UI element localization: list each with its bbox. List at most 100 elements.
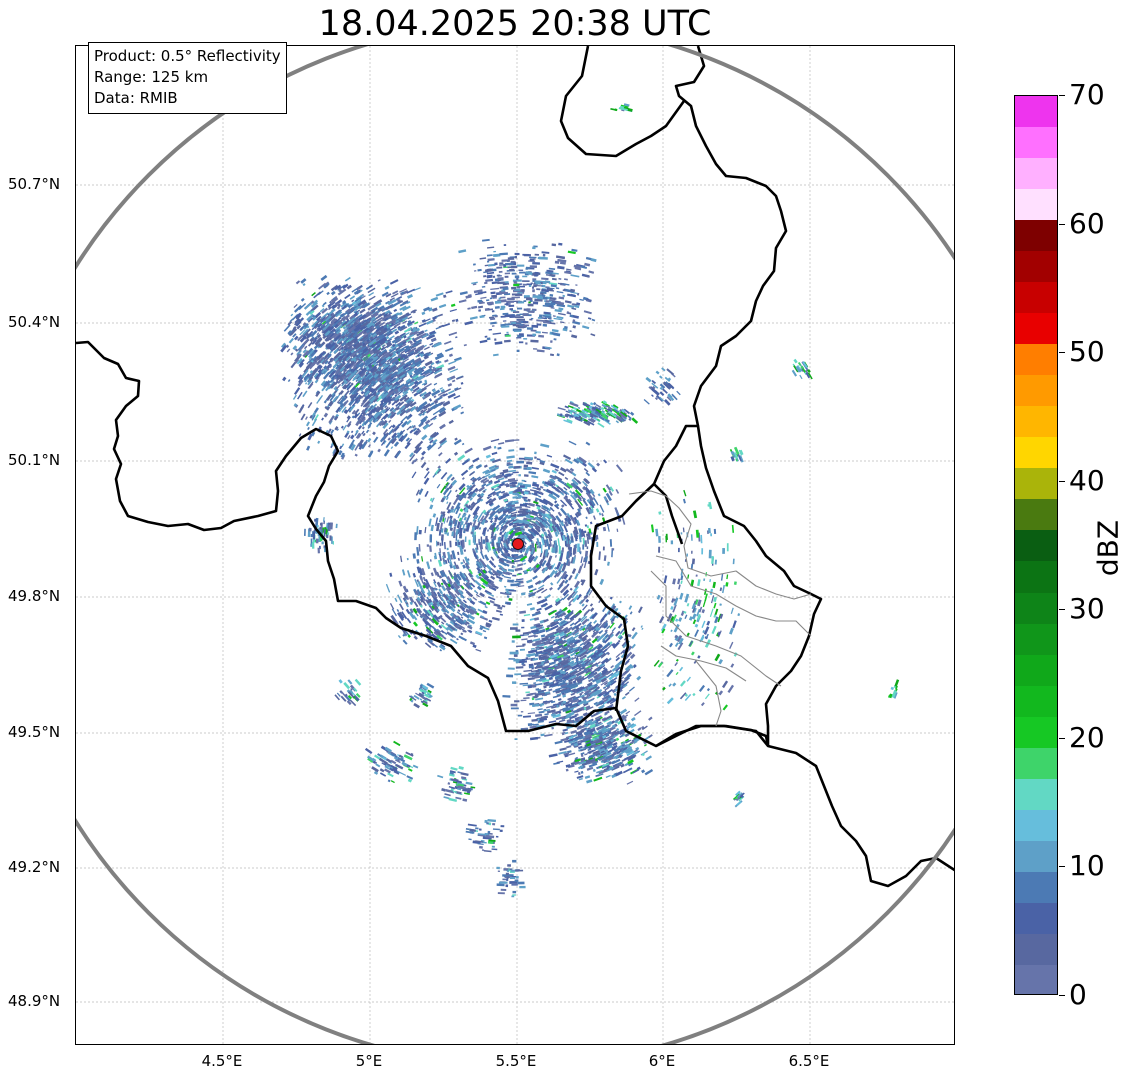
echo-cell (333, 415, 339, 421)
echo-cell (445, 458, 452, 464)
echo-cell (356, 399, 361, 404)
echo-cell (380, 390, 387, 397)
echo-cell (518, 474, 521, 477)
echo-cell (512, 635, 521, 639)
echo-cell (516, 460, 525, 464)
echo-cell (339, 402, 345, 408)
echo-cell (293, 320, 299, 326)
echo-cell (406, 438, 413, 445)
echo-cell (359, 346, 367, 353)
echo-cell (479, 315, 485, 319)
echo-cell (404, 379, 412, 387)
echo-cell (342, 424, 347, 431)
echo-cell (523, 562, 527, 566)
echo-cell (531, 466, 539, 470)
echo-cell (308, 350, 314, 356)
echo-cell (510, 707, 519, 710)
echo-cell (423, 477, 430, 485)
echo-cell (362, 432, 366, 437)
echo-cell (406, 301, 411, 304)
echo-cell (420, 332, 427, 337)
echo-cell (636, 675, 642, 681)
echo-cell (518, 320, 527, 324)
echo-cell (389, 368, 395, 374)
echo-cell (429, 504, 434, 510)
echo-cell (362, 302, 371, 309)
echo-cell (397, 325, 401, 329)
echo-cell (487, 263, 496, 267)
echo-cell (366, 367, 370, 371)
echo-cell (449, 368, 459, 373)
echo-cell (346, 430, 350, 434)
echo-cell (439, 423, 446, 430)
echo-cell (499, 262, 504, 265)
echo-cell (376, 404, 384, 413)
echo-cell (493, 353, 499, 357)
echo-cell (488, 560, 495, 566)
echo-cell (534, 253, 539, 256)
echo-cell (617, 623, 623, 629)
echo-cell (324, 330, 331, 337)
echo-cell (508, 598, 513, 601)
echo-cell (525, 342, 528, 345)
echo-cell (482, 539, 485, 544)
echo-cell (455, 489, 458, 493)
echo-cell (340, 311, 349, 318)
radar-map[interactable] (75, 45, 955, 1045)
echo-cell (447, 383, 453, 387)
echo-cell (317, 440, 321, 444)
echo-cell (357, 313, 363, 319)
echo-cell (420, 371, 426, 376)
echo-cell (495, 490, 502, 495)
echo-cell (389, 381, 393, 384)
echo-cell (493, 250, 497, 253)
echo-cell (372, 417, 378, 423)
echo-cell (399, 301, 409, 307)
echo-cell (321, 359, 326, 365)
echo-cell (391, 385, 399, 393)
echo-cell (367, 424, 372, 429)
echo-cell (368, 364, 373, 369)
echo-cell (322, 281, 329, 287)
echo-cell (359, 375, 366, 381)
echo-cell (342, 336, 348, 342)
echo-cell (302, 283, 306, 287)
echo-cell (367, 367, 372, 372)
echo-cell (421, 332, 428, 338)
echo-cell (343, 409, 348, 414)
echo-cell (357, 380, 361, 384)
echo-cell (399, 288, 407, 293)
echo-cell (333, 317, 342, 324)
echo-cell (534, 298, 543, 302)
echo-cell (385, 293, 392, 298)
echo-cell (310, 301, 318, 308)
echo-cell (521, 479, 525, 482)
echo-cell (357, 425, 363, 430)
echo-cell (342, 325, 347, 330)
echo-cell (432, 438, 438, 445)
echo-cell (378, 312, 386, 318)
echo-cell (326, 291, 330, 296)
echo-cell (434, 353, 445, 361)
echo-cell (439, 387, 444, 390)
echo-cell (435, 292, 444, 297)
echo-cell (381, 409, 387, 414)
echo-cell (414, 458, 418, 463)
echo-cell (461, 477, 465, 480)
echo-cell (417, 344, 425, 351)
echo-cell (331, 304, 337, 310)
echo-cell (526, 308, 531, 311)
echo-cell (556, 353, 560, 357)
echo-cell (299, 362, 305, 368)
echo-cell (281, 342, 287, 349)
echo-cell (568, 603, 572, 607)
echo-cell (429, 439, 434, 444)
echo-cell (502, 312, 509, 315)
echo-cell (368, 338, 377, 347)
echo-cell (361, 318, 369, 325)
echo-cell (402, 366, 410, 373)
echo-cell (538, 599, 546, 604)
echo-cell (357, 286, 361, 290)
echo-cell (465, 294, 472, 299)
echo-cell (450, 303, 456, 308)
